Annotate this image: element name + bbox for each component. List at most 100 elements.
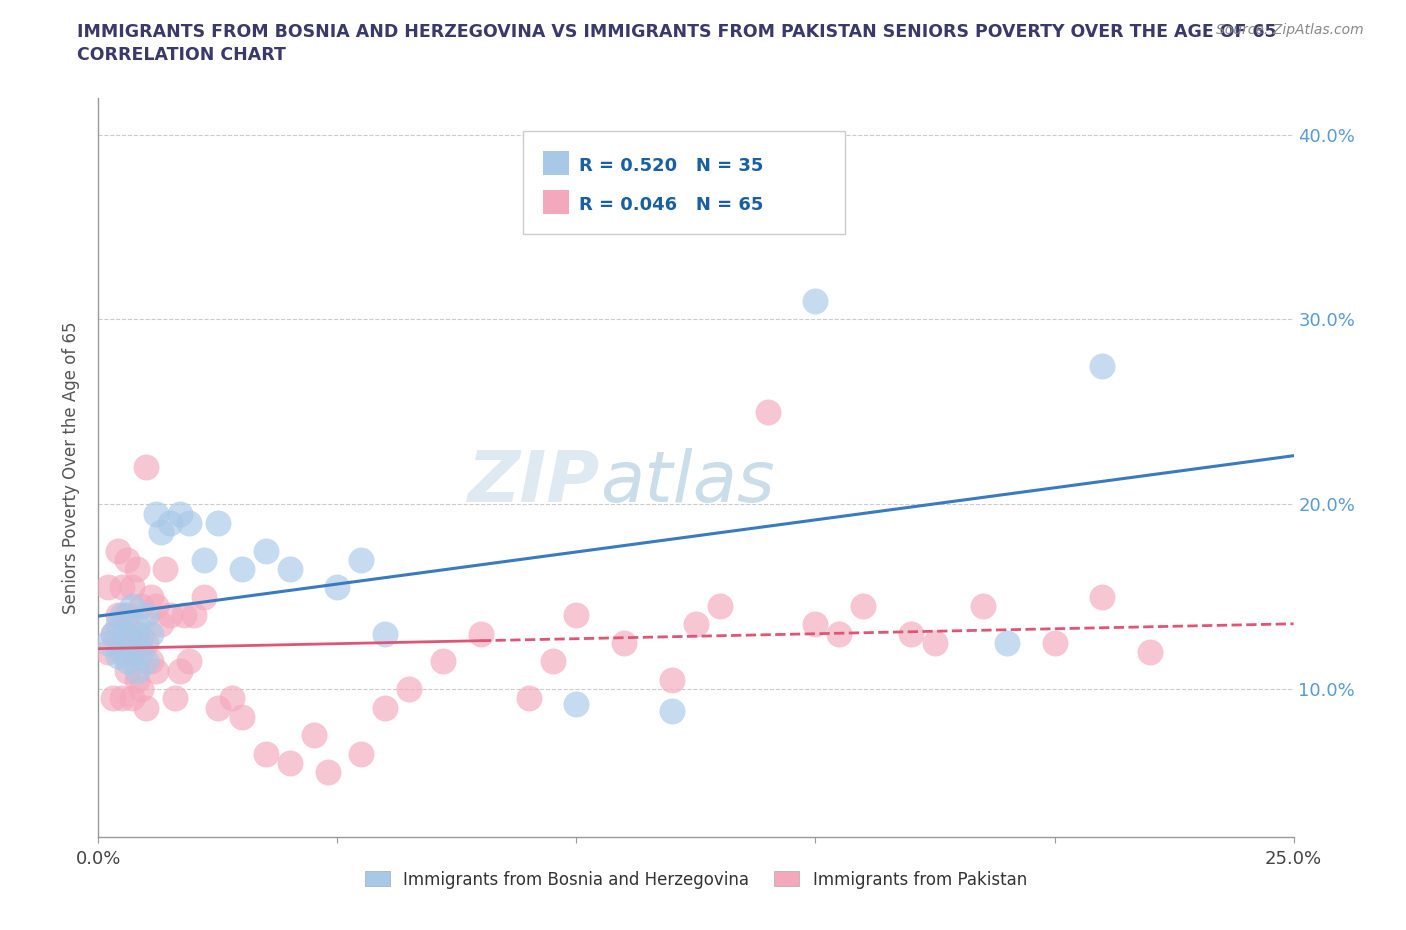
Point (101, 626, 124, 641)
Point (565, 697, 588, 711)
Point (145, 663, 167, 678)
Point (131, 644, 153, 659)
Point (1139, 644, 1161, 659)
Point (131, 682, 153, 697)
Point (111, 644, 134, 659)
Point (169, 506, 191, 521)
Text: R = 0.520   N = 35: R = 0.520 N = 35 (579, 156, 763, 175)
FancyBboxPatch shape (543, 190, 569, 215)
Point (470, 626, 492, 641)
Point (135, 700, 157, 715)
Point (179, 515, 201, 530)
Point (125, 617, 148, 631)
Point (139, 626, 162, 641)
Point (804, 617, 827, 631)
Point (179, 654, 201, 669)
Point (193, 590, 215, 604)
Text: Source: ZipAtlas.com: Source: ZipAtlas.com (1216, 23, 1364, 37)
Point (207, 515, 229, 530)
Point (432, 654, 454, 669)
Point (316, 764, 339, 779)
Point (1043, 635, 1066, 650)
Point (159, 608, 181, 623)
FancyBboxPatch shape (543, 151, 569, 175)
Point (121, 599, 143, 614)
Point (97, 644, 120, 659)
Point (97, 635, 120, 650)
Point (139, 590, 162, 604)
Point (995, 635, 1018, 650)
Text: IMMIGRANTS FROM BOSNIA AND HERZEGOVINA VS IMMIGRANTS FROM PAKISTAN SENIORS POVER: IMMIGRANTS FROM BOSNIA AND HERZEGOVINA V… (77, 23, 1277, 41)
Point (278, 755, 301, 770)
Point (159, 515, 181, 530)
Point (565, 608, 588, 623)
Point (173, 608, 195, 623)
Point (131, 599, 153, 614)
Text: ZIP: ZIP (468, 447, 600, 516)
Point (135, 608, 157, 623)
Point (135, 654, 157, 669)
Point (139, 654, 162, 669)
Point (145, 506, 167, 521)
Point (231, 710, 253, 724)
Text: R = 0.046   N = 65: R = 0.046 N = 65 (579, 196, 763, 214)
Point (169, 663, 191, 678)
Point (125, 626, 148, 641)
Point (326, 580, 349, 595)
Point (115, 552, 138, 567)
Point (101, 691, 124, 706)
Point (111, 691, 134, 706)
Point (131, 630, 153, 644)
Point (804, 294, 827, 309)
Point (145, 599, 167, 614)
FancyBboxPatch shape (523, 131, 845, 234)
Point (149, 617, 172, 631)
Point (1091, 358, 1114, 373)
Point (101, 626, 124, 641)
Point (121, 580, 143, 595)
Point (278, 562, 301, 577)
Point (107, 648, 129, 663)
Point (709, 599, 731, 614)
Point (374, 700, 396, 715)
Point (149, 525, 172, 539)
Point (121, 644, 143, 659)
Text: atlas: atlas (600, 447, 775, 516)
Point (183, 608, 205, 623)
Point (125, 672, 148, 687)
Legend: Immigrants from Bosnia and Herzegovina, Immigrants from Pakistan: Immigrants from Bosnia and Herzegovina, … (359, 864, 1033, 896)
Point (756, 405, 779, 419)
Point (231, 562, 253, 577)
Point (111, 580, 134, 595)
Point (1091, 590, 1114, 604)
Point (111, 635, 134, 650)
Point (115, 654, 138, 669)
Point (350, 552, 373, 567)
Point (613, 635, 636, 650)
Point (852, 599, 875, 614)
Point (115, 626, 138, 641)
Point (207, 700, 229, 715)
Point (900, 626, 922, 641)
Point (107, 543, 129, 558)
Point (163, 691, 186, 706)
Point (121, 635, 143, 650)
Point (828, 626, 851, 641)
Point (302, 728, 325, 743)
Point (115, 663, 138, 678)
Point (135, 635, 157, 650)
Point (972, 599, 994, 614)
Point (121, 691, 143, 706)
Point (541, 654, 564, 669)
Point (193, 552, 215, 567)
Point (125, 562, 148, 577)
Y-axis label: Seniors Poverty Over the Age of 65: Seniors Poverty Over the Age of 65 (62, 321, 80, 614)
Point (517, 691, 540, 706)
Point (111, 608, 134, 623)
Text: CORRELATION CHART: CORRELATION CHART (77, 46, 287, 64)
Point (97, 580, 120, 595)
Point (155, 562, 177, 577)
Point (685, 617, 707, 631)
Point (661, 704, 683, 719)
Point (350, 747, 373, 762)
